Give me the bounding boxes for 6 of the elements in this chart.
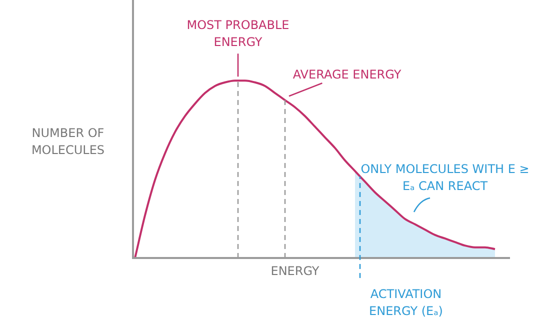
text: MOST PROBABLE ENERGY xyxy=(186,18,290,49)
y-axis-title: NUMBER OF MOLECULES xyxy=(31,126,105,158)
x-axis-title: ENERGY xyxy=(270,264,320,278)
annotation: AVERAGE ENERGY xyxy=(292,67,402,82)
text: ACTIVATION ENERGY (Eₐ) xyxy=(369,287,443,318)
annotation: ONLY MOLECULES WITH E ≥ Eₐ CAN REACT xyxy=(360,162,530,194)
